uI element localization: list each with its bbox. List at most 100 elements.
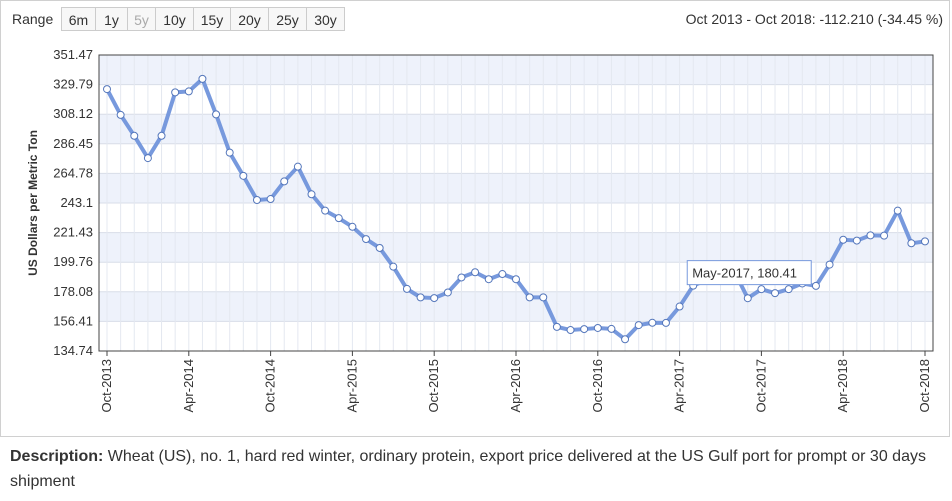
data-point[interactable]: [443, 288, 452, 297]
data-point[interactable]: [648, 318, 657, 327]
x-tick-label: Oct-2016: [590, 359, 605, 412]
price-line-chart: 351.47 329.79 308.12 286.45 264.78 243.1 221.4…: [26, 47, 934, 412]
data-point[interactable]: [307, 190, 316, 199]
y-tick-label: 178.08: [53, 284, 93, 299]
y-tick-label: 199.76: [53, 254, 93, 269]
data-point[interactable]: [880, 231, 889, 240]
range-5y-button: 5y: [127, 7, 156, 31]
tooltip-text: May-2017, 180.41: [692, 266, 797, 281]
x-tick-label: Oct-2013: [99, 359, 114, 412]
data-point[interactable]: [348, 222, 357, 231]
x-tick-label: Oct-2015: [426, 359, 441, 412]
data-point[interactable]: [212, 110, 221, 119]
data-point[interactable]: [771, 289, 780, 298]
data-point[interactable]: [416, 293, 425, 302]
range-1y-button[interactable]: 1y: [95, 7, 128, 31]
description-label: Description:: [10, 448, 104, 465]
data-tooltip: May-2017, 180.41: [686, 260, 812, 286]
data-point[interactable]: [103, 85, 111, 94]
data-point[interactable]: [634, 321, 643, 330]
y-tick-label: 134.74: [53, 343, 93, 358]
data-point[interactable]: [430, 294, 439, 303]
range-15y-button[interactable]: 15y: [193, 7, 231, 31]
data-point[interactable]: [907, 239, 916, 248]
data-point[interactable]: [293, 162, 302, 171]
data-point[interactable]: [593, 323, 602, 332]
data-point[interactable]: [457, 273, 466, 282]
range-label: Range: [12, 11, 54, 27]
data-point[interactable]: [566, 326, 575, 335]
data-point[interactable]: [171, 88, 180, 97]
data-point[interactable]: [130, 131, 139, 140]
data-point[interactable]: [661, 318, 670, 327]
data-point[interactable]: [675, 302, 684, 311]
x-tick-label: Apr-2018: [835, 359, 850, 412]
data-point[interactable]: [825, 260, 834, 269]
data-point[interactable]: [512, 275, 520, 284]
y-tick-label: 243.1: [60, 195, 93, 210]
range-30y-button[interactable]: 30y: [306, 7, 345, 31]
data-point[interactable]: [157, 131, 166, 140]
y-tick-label: 351.47: [53, 47, 93, 62]
x-tick-label: Apr-2017: [672, 359, 687, 412]
data-point[interactable]: [321, 206, 330, 215]
data-point[interactable]: [471, 268, 480, 277]
y-tick-label: 264.78: [53, 165, 93, 180]
series-wheat-price: [103, 74, 929, 344]
data-point[interactable]: [525, 293, 534, 302]
data-point[interactable]: [811, 281, 820, 290]
data-point[interactable]: [184, 87, 193, 96]
description-text: Wheat (US), no. 1, hard red winter, ordi…: [10, 448, 926, 490]
x-tick-label: Oct-2018: [917, 359, 932, 412]
data-point[interactable]: [225, 148, 234, 157]
x-tick-label: Oct-2017: [753, 359, 768, 412]
data-point[interactable]: [484, 275, 493, 284]
data-point[interactable]: [402, 284, 411, 293]
data-point[interactable]: [552, 322, 561, 331]
y-tick-label: 308.12: [53, 106, 93, 121]
data-point[interactable]: [852, 236, 861, 245]
data-point[interactable]: [239, 171, 248, 180]
x-axis-ticks: Oct-2013 Apr-2014 Oct-2014 Apr-2015 Oct-2015…: [99, 351, 932, 412]
data-point[interactable]: [362, 235, 371, 244]
data-point[interactable]: [143, 154, 152, 163]
description: Description: Wheat (US), no. 1, hard red…: [10, 444, 940, 494]
range-25y-button[interactable]: 25y: [268, 7, 307, 31]
y-tick-label: 286.45: [53, 136, 93, 151]
data-point[interactable]: [252, 196, 261, 205]
x-tick-label: Apr-2014: [181, 359, 196, 412]
data-point[interactable]: [266, 195, 275, 204]
y-tick-label: 221.43: [53, 225, 93, 240]
data-point[interactable]: [580, 325, 589, 334]
data-point[interactable]: [893, 206, 902, 215]
range-change-summary: Oct 2013 - Oct 2018: -112.210 (-34.45 %): [685, 11, 943, 27]
data-point[interactable]: [539, 293, 548, 302]
data-point[interactable]: [389, 262, 398, 271]
y-tick-label: 156.41: [53, 313, 93, 328]
data-point[interactable]: [375, 243, 384, 252]
x-tick-label: Apr-2016: [508, 359, 523, 412]
data-point[interactable]: [198, 74, 207, 83]
x-tick-label: Oct-2014: [263, 359, 278, 412]
x-tick-label: Apr-2015: [344, 359, 359, 412]
range-6m-button[interactable]: 6m: [61, 7, 96, 31]
data-point[interactable]: [921, 237, 929, 246]
range-10y-button[interactable]: 10y: [155, 7, 194, 31]
chart-panel: Range 6m 1y 5y 10y 15y 20y 25y 30y Oct 2…: [0, 0, 950, 437]
tooltip-box: [686, 260, 812, 286]
data-point[interactable]: [498, 270, 507, 279]
data-point[interactable]: [757, 285, 766, 294]
data-point[interactable]: [743, 294, 752, 303]
y-tick-label: 329.79: [53, 77, 93, 92]
data-point[interactable]: [784, 285, 793, 294]
data-point[interactable]: [839, 235, 848, 244]
range-20y-button[interactable]: 20y: [230, 7, 269, 31]
y-axis-title: US Dollars per Metric Ton: [26, 130, 40, 276]
data-point[interactable]: [334, 214, 343, 223]
data-point[interactable]: [280, 177, 289, 186]
data-point[interactable]: [866, 231, 875, 240]
data-point[interactable]: [621, 335, 630, 344]
y-axis-ticks: 351.47 329.79 308.12 286.45 264.78 243.1 221.4…: [53, 47, 93, 358]
data-point[interactable]: [607, 324, 616, 333]
data-point[interactable]: [116, 110, 125, 119]
